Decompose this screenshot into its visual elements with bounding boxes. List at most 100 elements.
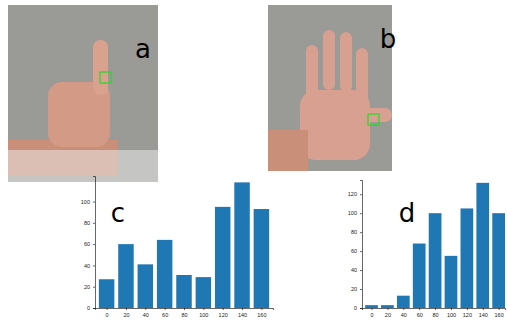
bar: [397, 296, 410, 308]
tick-mark: [360, 270, 362, 271]
tick-mark: [93, 308, 95, 309]
tick-mark: [483, 308, 484, 310]
tick: 120: [463, 308, 472, 318]
tick-mark: [372, 308, 373, 310]
tick: 140: [238, 308, 247, 318]
tick-mark: [223, 308, 224, 310]
tick-label: 20: [84, 284, 90, 290]
bar: [157, 240, 172, 308]
shadow: [8, 150, 158, 182]
bar: [365, 305, 378, 308]
x-axis: 020406080100120140160: [96, 308, 274, 318]
tick: 80: [351, 229, 362, 235]
tick: 140: [479, 308, 488, 318]
x-axis: 0 20 40 60 80 100 120 140 160: [363, 308, 506, 318]
panel-label: c: [111, 198, 125, 228]
tick: 80: [181, 308, 187, 318]
tick-mark: [93, 202, 95, 203]
tick: 20: [351, 286, 362, 292]
tick: 60: [417, 308, 423, 318]
axis-line: [363, 309, 506, 311]
bar: [413, 244, 426, 308]
bar: [461, 208, 474, 308]
tick-label: 120: [219, 312, 228, 318]
tick-label: 40: [401, 312, 407, 318]
tick-label: 40: [351, 267, 357, 273]
tick: 60: [351, 248, 362, 254]
chart: 020406080100120140160020406080100c: [81, 177, 274, 318]
tick-label: 20: [351, 286, 357, 292]
tick: 160: [257, 308, 266, 318]
tick-mark: [451, 308, 452, 310]
tick-label: 80: [433, 312, 439, 318]
tick-mark: [360, 232, 362, 233]
tick-label: 140: [479, 312, 488, 318]
tick-mark: [387, 308, 388, 310]
tick-label: 60: [351, 248, 357, 254]
tick-label: 20: [385, 312, 391, 318]
bar: [381, 305, 394, 308]
tick: 80: [433, 308, 439, 318]
finger: [323, 30, 335, 90]
bar: [196, 277, 211, 308]
photo-panel: a: [8, 5, 158, 182]
tick-mark: [467, 308, 468, 310]
bars: [365, 183, 505, 308]
tick: 20: [84, 284, 95, 290]
tick: 160: [495, 308, 504, 318]
chart: 0 20 40 60 80 100 120 140 160 0 20 40 60 80 100 120 d: [348, 181, 506, 318]
panel-label: b: [380, 24, 397, 54]
bar: [254, 209, 269, 308]
finger: [356, 48, 368, 108]
tick: 80: [84, 220, 95, 226]
tick-label: 120: [348, 191, 357, 197]
tick-mark: [403, 308, 404, 310]
tick-label: 0: [106, 312, 109, 318]
bar: [138, 264, 153, 308]
tick-label: 140: [238, 312, 247, 318]
photo-background: [268, 5, 392, 171]
tick: 40: [351, 267, 362, 273]
tick-mark: [93, 265, 95, 266]
tick-label: 0: [371, 312, 374, 318]
tick-mark: [184, 308, 185, 310]
tick: 60: [84, 241, 95, 247]
tick-label: 40: [84, 263, 90, 269]
tick-mark: [93, 244, 95, 245]
tick: 100: [199, 308, 208, 318]
tick-label: 100: [447, 312, 456, 318]
tick-mark: [126, 308, 127, 310]
tick-label: 20: [123, 312, 129, 318]
tick-label: 100: [199, 312, 208, 318]
bar: [429, 213, 442, 308]
tick-mark: [107, 308, 108, 310]
tick: 100: [81, 199, 95, 205]
tick: 20: [123, 308, 129, 318]
tick: 40: [143, 308, 149, 318]
photo-background: [8, 5, 158, 182]
tick-label: 100: [348, 210, 357, 216]
wrist: [268, 130, 308, 171]
axis-line: [96, 309, 274, 311]
bar: [476, 183, 489, 308]
tick-mark: [360, 289, 362, 290]
tick: 0: [354, 305, 362, 311]
tick: 40: [401, 308, 407, 318]
tick-label: 120: [463, 312, 472, 318]
tick-mark: [435, 308, 436, 310]
bar: [492, 213, 505, 308]
photo-panel: b: [268, 5, 396, 171]
tick-label: 100: [81, 199, 90, 205]
tick: 0: [87, 305, 95, 311]
tick-mark: [499, 308, 500, 310]
tick-mark: [242, 308, 243, 310]
tick: 100: [447, 308, 456, 318]
panel-label: d: [399, 198, 416, 228]
tick-mark: [360, 213, 362, 214]
axis-line: [93, 177, 96, 309]
tick: 0: [106, 308, 109, 318]
panel-label: a: [135, 34, 151, 64]
tick: 20: [385, 308, 391, 318]
tick-mark: [360, 251, 362, 252]
tick-mark: [261, 308, 262, 310]
